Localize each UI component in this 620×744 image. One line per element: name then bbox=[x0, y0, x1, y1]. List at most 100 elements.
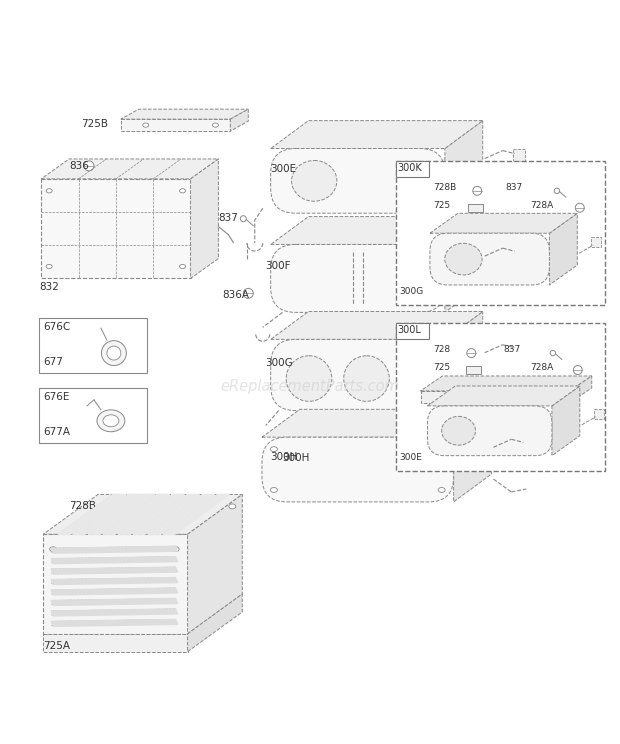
Ellipse shape bbox=[270, 487, 277, 493]
Polygon shape bbox=[271, 312, 483, 339]
FancyBboxPatch shape bbox=[271, 245, 445, 312]
Polygon shape bbox=[51, 609, 177, 616]
Text: 677: 677 bbox=[43, 357, 63, 367]
Text: 300G: 300G bbox=[400, 287, 424, 296]
FancyBboxPatch shape bbox=[271, 339, 445, 411]
Polygon shape bbox=[467, 204, 483, 212]
Polygon shape bbox=[162, 495, 229, 534]
Text: 300K: 300K bbox=[397, 163, 422, 173]
Text: 300G: 300G bbox=[265, 358, 293, 368]
FancyBboxPatch shape bbox=[262, 437, 454, 502]
Polygon shape bbox=[466, 366, 480, 374]
Polygon shape bbox=[454, 409, 492, 502]
Text: 728A: 728A bbox=[530, 201, 553, 210]
Polygon shape bbox=[43, 634, 188, 652]
Polygon shape bbox=[445, 312, 483, 411]
Text: 300E: 300E bbox=[400, 452, 422, 461]
Text: 728: 728 bbox=[433, 345, 451, 354]
FancyBboxPatch shape bbox=[594, 409, 604, 419]
Ellipse shape bbox=[50, 547, 56, 551]
Ellipse shape bbox=[46, 264, 52, 269]
Polygon shape bbox=[43, 495, 242, 534]
FancyBboxPatch shape bbox=[513, 246, 525, 258]
Polygon shape bbox=[41, 159, 218, 179]
Text: 300F: 300F bbox=[265, 260, 291, 271]
Text: 725A: 725A bbox=[43, 641, 70, 651]
Ellipse shape bbox=[467, 349, 476, 358]
Polygon shape bbox=[51, 557, 177, 564]
Polygon shape bbox=[133, 495, 200, 534]
Polygon shape bbox=[43, 534, 188, 634]
Bar bbox=[396, 161, 430, 177]
Polygon shape bbox=[271, 217, 483, 245]
Ellipse shape bbox=[180, 189, 185, 193]
Text: 836: 836 bbox=[69, 161, 89, 171]
Ellipse shape bbox=[229, 504, 236, 509]
Polygon shape bbox=[231, 109, 248, 131]
Text: 836A: 836A bbox=[223, 290, 249, 301]
Ellipse shape bbox=[445, 243, 482, 275]
Polygon shape bbox=[121, 119, 231, 131]
Polygon shape bbox=[430, 214, 577, 233]
FancyBboxPatch shape bbox=[430, 233, 549, 285]
Ellipse shape bbox=[102, 341, 126, 365]
Text: 300H: 300H bbox=[270, 452, 298, 461]
Polygon shape bbox=[445, 217, 483, 312]
Ellipse shape bbox=[286, 356, 332, 401]
FancyBboxPatch shape bbox=[513, 343, 525, 355]
Text: 725: 725 bbox=[433, 201, 451, 210]
Polygon shape bbox=[262, 409, 492, 437]
Polygon shape bbox=[51, 546, 177, 554]
Polygon shape bbox=[51, 620, 177, 626]
Text: 728B: 728B bbox=[69, 501, 96, 511]
Text: 837: 837 bbox=[503, 345, 520, 354]
Polygon shape bbox=[51, 598, 177, 606]
Bar bbox=[396, 161, 604, 305]
Text: 300H: 300H bbox=[282, 452, 309, 463]
Ellipse shape bbox=[172, 547, 179, 551]
FancyBboxPatch shape bbox=[271, 149, 445, 214]
Text: 676E: 676E bbox=[43, 392, 69, 402]
Polygon shape bbox=[420, 376, 591, 391]
Polygon shape bbox=[148, 495, 215, 534]
Ellipse shape bbox=[575, 203, 584, 212]
Text: 832: 832 bbox=[39, 283, 59, 292]
Ellipse shape bbox=[180, 264, 185, 269]
Ellipse shape bbox=[243, 289, 253, 298]
FancyBboxPatch shape bbox=[591, 237, 601, 247]
Polygon shape bbox=[570, 376, 591, 403]
Ellipse shape bbox=[107, 346, 121, 360]
Ellipse shape bbox=[84, 161, 94, 171]
FancyBboxPatch shape bbox=[513, 149, 525, 161]
Polygon shape bbox=[427, 386, 580, 406]
Polygon shape bbox=[51, 567, 177, 574]
Text: 837: 837 bbox=[218, 213, 238, 222]
Ellipse shape bbox=[438, 446, 445, 452]
Text: eReplacementParts.com: eReplacementParts.com bbox=[221, 379, 399, 394]
Polygon shape bbox=[420, 391, 570, 403]
Polygon shape bbox=[103, 495, 170, 534]
Bar bbox=[396, 323, 430, 339]
Ellipse shape bbox=[213, 123, 218, 127]
Polygon shape bbox=[88, 495, 155, 534]
Polygon shape bbox=[73, 495, 140, 534]
Polygon shape bbox=[121, 109, 248, 119]
Ellipse shape bbox=[103, 415, 119, 427]
Bar bbox=[396, 323, 604, 470]
Polygon shape bbox=[552, 386, 580, 455]
Ellipse shape bbox=[46, 189, 52, 193]
Text: 676C: 676C bbox=[43, 322, 71, 333]
Ellipse shape bbox=[343, 356, 389, 401]
Text: 728B: 728B bbox=[433, 183, 457, 192]
Text: 837: 837 bbox=[505, 183, 523, 192]
FancyBboxPatch shape bbox=[521, 437, 533, 449]
Polygon shape bbox=[190, 159, 218, 278]
Ellipse shape bbox=[108, 504, 118, 514]
Polygon shape bbox=[549, 214, 577, 285]
FancyBboxPatch shape bbox=[427, 406, 552, 455]
Ellipse shape bbox=[270, 446, 277, 452]
Ellipse shape bbox=[441, 417, 476, 445]
Polygon shape bbox=[445, 121, 483, 214]
Polygon shape bbox=[118, 495, 185, 534]
Ellipse shape bbox=[574, 365, 582, 374]
